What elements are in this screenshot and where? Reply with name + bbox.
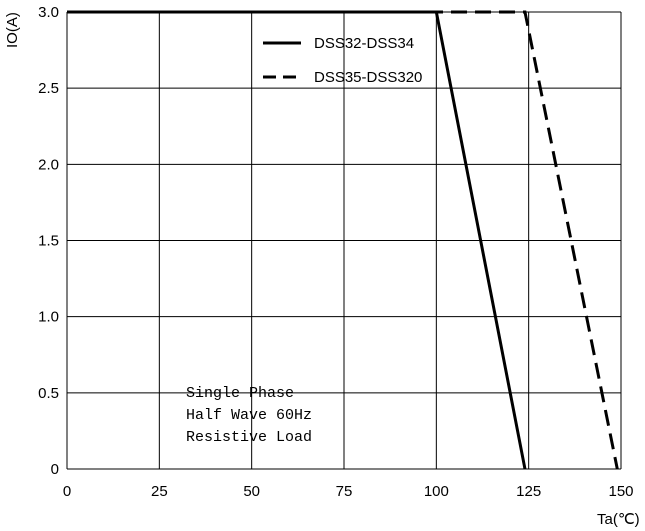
y-tick-label: 0 <box>51 461 59 478</box>
tick-labels: 0 25 50 75 100 125 150 0 0.5 1.0 1.5 2.0 2.5 3.0 <box>38 4 633 500</box>
legend-label-dss32-dss34: DSS32-DSS34 <box>314 35 414 52</box>
y-axis-label: IO(A) <box>4 12 21 48</box>
x-tick-label: 100 <box>424 483 449 500</box>
y-tick-label: 2.5 <box>38 80 59 97</box>
y-tick-label: 1.0 <box>38 309 59 326</box>
x-tick-label: 25 <box>151 483 168 500</box>
x-axis-label: Ta(℃) <box>597 511 640 528</box>
x-tick-label: 150 <box>608 483 633 500</box>
x-tick-label: 125 <box>516 483 541 500</box>
x-tick-label: 75 <box>336 483 353 500</box>
annotation-line-1: Single Phase <box>186 385 294 402</box>
series-line-dss35-dss320 <box>67 10 619 470</box>
y-tick-label: 2.0 <box>38 156 59 173</box>
legend: DSS32-DSS34 DSS35-DSS320 <box>263 35 422 86</box>
y-tick-label: 0.5 <box>38 385 59 402</box>
annotation-line-3: Resistive Load <box>186 429 312 446</box>
legend-label-dss35-dss320: DSS35-DSS320 <box>314 69 422 86</box>
x-tick-label: 50 <box>243 483 260 500</box>
annotation: Single Phase Half Wave 60Hz Resistive Lo… <box>186 385 312 446</box>
x-tick-label: 0 <box>63 483 71 500</box>
series-lines <box>67 10 619 470</box>
y-tick-label: 1.5 <box>38 233 59 250</box>
annotation-line-2: Half Wave 60Hz <box>186 407 312 424</box>
y-tick-label: 3.0 <box>38 4 59 21</box>
